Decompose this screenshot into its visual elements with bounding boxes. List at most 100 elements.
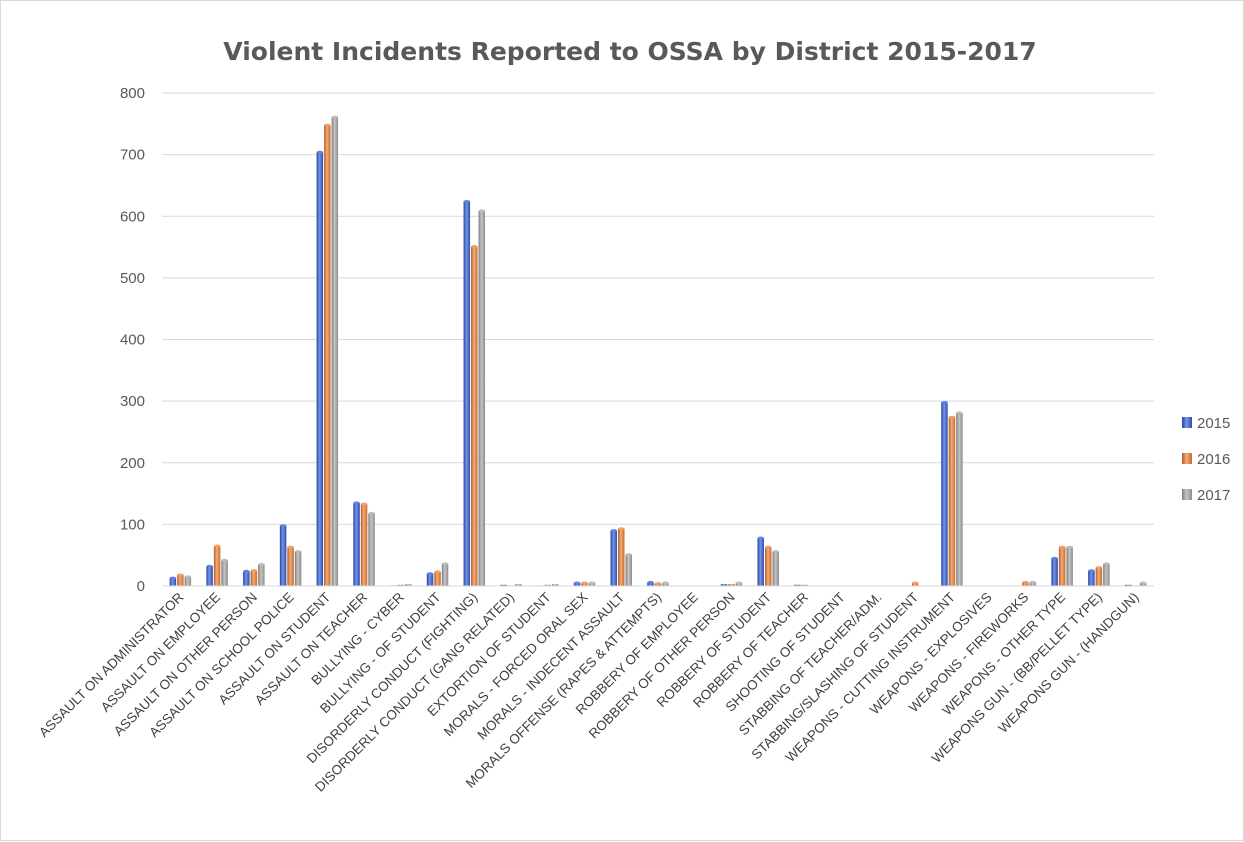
bar-cap-2015-0 [169, 576, 177, 580]
bar-cap-2016-24 [1058, 545, 1066, 549]
bar-2016-4 [324, 125, 331, 587]
bar-2016-25 [1095, 567, 1103, 586]
bar-cap-2015-11 [573, 581, 581, 585]
bar-2015-7 [426, 573, 434, 586]
bar-cap-2016-16 [764, 545, 772, 549]
bar-2017-7 [441, 563, 449, 586]
bar-2016-8 [471, 246, 478, 587]
y-tick-label: 300 [120, 393, 145, 410]
bar-2015-5 [353, 502, 360, 586]
bar-cap-2017-0 [184, 575, 192, 579]
bar-2016-3 [287, 547, 294, 586]
bar-2016-5 [360, 504, 368, 586]
bar-cap-2017-2 [258, 563, 265, 566]
bar-cap-2015-13 [647, 580, 654, 584]
legend-label-2015: 2015 [1197, 415, 1230, 432]
bar-2017-10 [552, 584, 559, 586]
bar-cap-2016-3 [287, 545, 294, 549]
bar-cap-2015-24 [1051, 556, 1058, 560]
bar-cap-2017-24 [1066, 545, 1073, 549]
bar-2016-7 [434, 571, 441, 586]
bar-2017-8 [478, 210, 486, 587]
bar-2016-10 [544, 584, 552, 586]
bar-cap-2016-11 [581, 581, 588, 585]
bar-2016-2 [250, 570, 258, 586]
bar-cap-2015-8 [463, 200, 471, 203]
legend-swatch-2016 [1182, 453, 1192, 464]
bar-2016-24 [1058, 547, 1066, 586]
bar-2017-0 [184, 576, 192, 586]
bar-cap-2017-16 [772, 550, 779, 553]
x-category-label: ASSAULT ON OTHER PERSON [111, 590, 260, 739]
bar-2017-25 [1103, 563, 1110, 586]
bar-2015-4 [316, 152, 324, 586]
bar-2017-5 [368, 513, 375, 586]
bar-2015-13 [647, 582, 654, 586]
bar-cap-2017-3 [294, 550, 302, 553]
bar-2017-24 [1066, 547, 1073, 586]
bar-cap-2016-0 [177, 573, 184, 577]
y-tick-label: 200 [120, 455, 145, 472]
bar-cap-2016-2 [250, 569, 258, 572]
bar-2016-11 [581, 582, 588, 586]
bar-cap-2016-13 [654, 582, 662, 585]
bar-2016-1 [213, 545, 221, 586]
bar-cap-2017-26 [1139, 581, 1147, 585]
bar-cap-2015-2 [243, 569, 250, 573]
bar-cap-2017-12 [625, 553, 633, 556]
bar-cap-2015-21 [941, 400, 948, 404]
bar-cap-2015-7 [426, 572, 434, 576]
bar-2017-23 [1029, 582, 1037, 586]
bar-cap-2015-12 [610, 529, 618, 532]
bar-cap-2015-1 [206, 564, 213, 568]
bar-2017-15 [735, 582, 743, 586]
bar-cap-2016-23 [1022, 580, 1029, 584]
bar-2015-3 [279, 525, 287, 586]
bar-2015-17 [794, 584, 801, 586]
bar-2017-4 [331, 117, 339, 586]
bar-2015-26 [1124, 584, 1132, 586]
y-tick-label: 0 [137, 578, 145, 595]
legend: 2015 2016 2017 [1182, 415, 1230, 504]
bar-2015-25 [1088, 570, 1095, 586]
bar-2017-2 [258, 564, 265, 586]
chart-title: Violent Incidents Reported to OSSA by Di… [223, 37, 1036, 66]
bar-2016-20 [911, 582, 919, 586]
bar-cap-2015-5 [353, 501, 360, 505]
bar-cap-2017-4 [331, 115, 339, 119]
bar-2017-16 [772, 551, 779, 586]
bar-2015-16 [757, 537, 764, 586]
y-axis: 0 100 200 300 400 500 600 700 800 [120, 85, 145, 595]
bar-cap-2016-1 [213, 544, 221, 548]
bar-cap-2017-13 [662, 581, 669, 585]
bar-cap-2017-11 [588, 581, 596, 585]
bar-2015-9 [500, 584, 507, 586]
legend-swatch-2015 [1182, 417, 1192, 428]
bar-cap-2016-8 [471, 245, 478, 248]
bar-2016-0 [177, 574, 184, 586]
bar-2016-21 [948, 417, 956, 586]
bar-2016-17 [801, 584, 809, 586]
gridlines [162, 92, 1154, 587]
bar-cap-2016-25 [1095, 566, 1103, 569]
bars [169, 115, 1147, 587]
bar-cap-2017-8 [478, 209, 486, 213]
bar-2015-12 [610, 530, 618, 586]
bar-2017-6 [405, 584, 412, 586]
bar-2016-16 [764, 547, 772, 586]
bar-cap-2015-25 [1088, 569, 1095, 572]
y-tick-label: 500 [120, 270, 145, 287]
legend-swatch-2017 [1182, 489, 1192, 500]
bar-cap-2015-4 [316, 150, 324, 154]
legend-label-2016: 2016 [1197, 451, 1230, 468]
bar-2015-2 [243, 571, 250, 586]
bar-2016-6 [397, 584, 405, 586]
bar-2015-8 [463, 201, 471, 586]
y-tick-label: 600 [120, 208, 145, 225]
y-tick-label: 100 [120, 516, 145, 533]
bar-2017-26 [1139, 582, 1147, 586]
bar-cap-2017-1 [221, 558, 228, 562]
bar-cap-2015-3 [279, 524, 287, 528]
